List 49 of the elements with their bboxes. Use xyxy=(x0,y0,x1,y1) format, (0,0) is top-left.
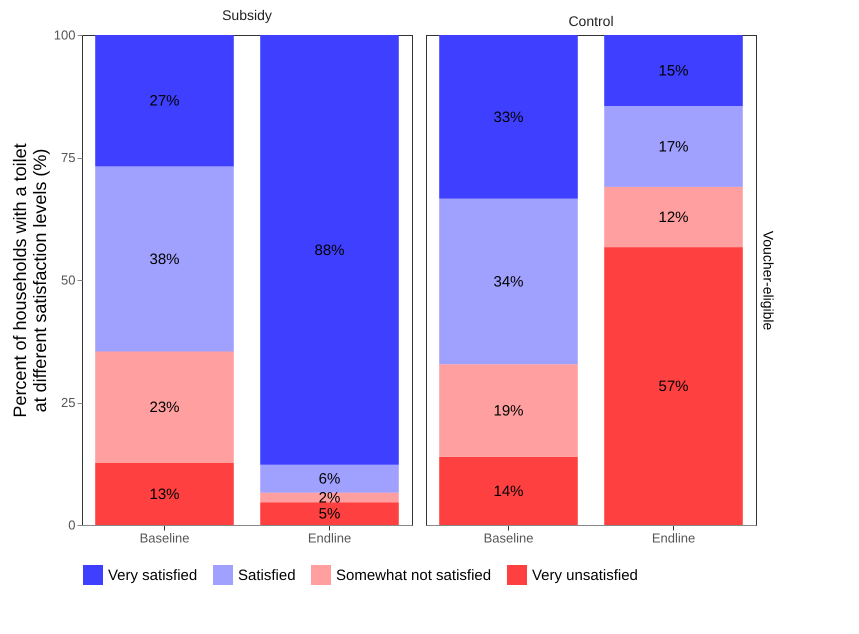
bar xyxy=(604,186,743,248)
bar xyxy=(260,492,399,502)
data-label: 23% xyxy=(149,399,180,416)
y2-axis-title: Voucher-eligible xyxy=(760,230,776,331)
bar xyxy=(604,247,743,525)
chart-title: Subsidy xyxy=(222,7,272,23)
bar xyxy=(439,456,578,525)
bar xyxy=(95,166,234,352)
legend-label: Very unsatisfied xyxy=(532,567,638,584)
data-label: 5% xyxy=(318,506,340,523)
bar xyxy=(260,502,399,525)
x-tick-label: Endline xyxy=(652,530,696,546)
y-tick-label: 50 xyxy=(61,272,76,288)
chart-title: Control xyxy=(568,13,614,29)
bar xyxy=(604,35,743,106)
bar xyxy=(439,364,578,457)
bar xyxy=(95,462,234,525)
bar xyxy=(95,35,234,166)
legend-label: Satisfied xyxy=(238,567,296,584)
data-label: 12% xyxy=(658,209,689,226)
x-tick-label: Baseline xyxy=(484,530,534,546)
data-label: 27% xyxy=(149,92,180,110)
bar xyxy=(260,35,399,465)
data-label: 6% xyxy=(318,470,340,488)
data-label: 34% xyxy=(493,273,524,290)
data-label: 57% xyxy=(658,378,689,396)
y-tick-label: 25 xyxy=(61,395,76,410)
x-tick-label: Baseline xyxy=(140,530,190,546)
data-label: 2% xyxy=(318,490,340,507)
data-label: 17% xyxy=(658,138,689,156)
data-label: 33% xyxy=(493,108,524,126)
x-tick-label: Endline xyxy=(308,530,352,546)
data-label: 15% xyxy=(658,62,689,80)
bar xyxy=(260,464,399,493)
bar xyxy=(95,352,234,463)
y-axis-title: Percent of households with a toilet at different satisfaction levels (%) xyxy=(10,143,50,418)
data-label: 19% xyxy=(493,402,524,420)
bar xyxy=(439,35,578,199)
data-label: 88% xyxy=(314,242,345,259)
data-label: 13% xyxy=(149,486,180,503)
legend-label: Somewhat not satisfied xyxy=(336,567,492,584)
legend-label: Very satisfied xyxy=(108,567,198,584)
y-tick-label: 75 xyxy=(61,150,76,165)
y-tick-label: 100 xyxy=(54,28,76,42)
data-label: 14% xyxy=(493,482,524,500)
data-label: 38% xyxy=(149,250,180,268)
bar xyxy=(439,198,578,364)
bar xyxy=(604,106,743,187)
y-tick-label: 0 xyxy=(68,518,76,532)
